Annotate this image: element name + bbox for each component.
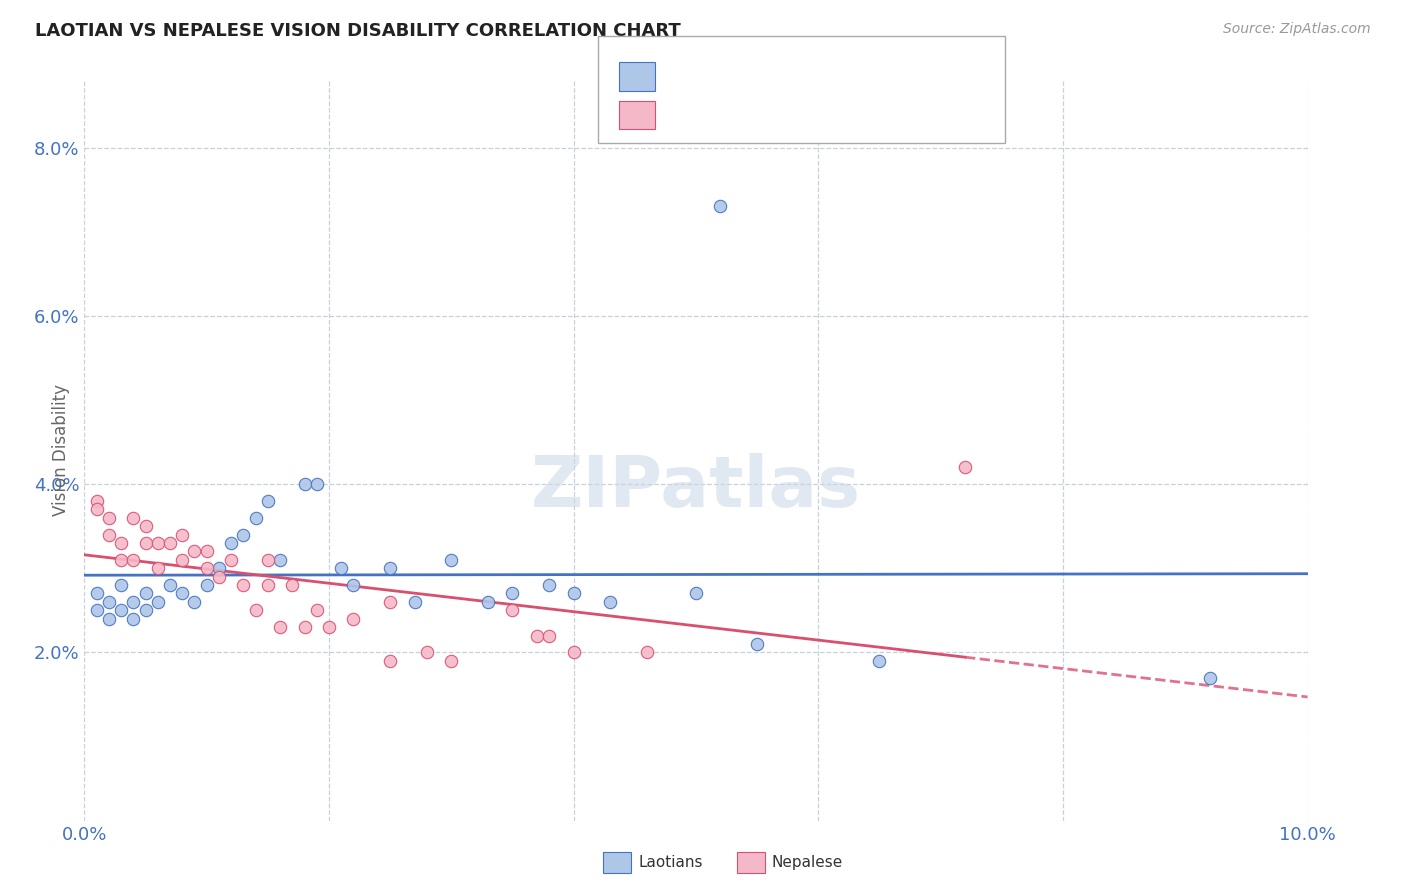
- Point: [294, 477, 316, 491]
- Point: [245, 603, 267, 617]
- Point: [232, 527, 254, 541]
- Point: [122, 553, 145, 567]
- Point: [440, 553, 463, 567]
- Point: [208, 569, 231, 583]
- Point: [146, 595, 169, 609]
- Point: [159, 578, 181, 592]
- Point: [135, 519, 157, 533]
- Point: [416, 645, 439, 659]
- Point: [380, 561, 402, 575]
- Text: 40: 40: [841, 104, 863, 122]
- Point: [122, 612, 145, 626]
- Text: N =: N =: [801, 104, 841, 122]
- Point: [342, 612, 364, 626]
- Point: [440, 654, 463, 668]
- Point: [110, 536, 132, 550]
- Y-axis label: Vision Disability: Vision Disability: [52, 384, 70, 516]
- Point: [135, 536, 157, 550]
- Point: [562, 586, 585, 600]
- Point: [709, 199, 731, 213]
- Point: [86, 603, 108, 617]
- Point: [380, 595, 402, 609]
- Point: [342, 578, 364, 592]
- Point: [172, 553, 194, 567]
- Point: [135, 603, 157, 617]
- Point: [195, 544, 218, 558]
- Point: [380, 654, 402, 668]
- Point: [305, 477, 328, 491]
- Point: [110, 603, 132, 617]
- Point: [110, 553, 132, 567]
- Text: 0.586: 0.586: [710, 104, 768, 122]
- Text: R =: R =: [664, 104, 703, 122]
- Point: [86, 502, 108, 516]
- Point: [281, 578, 304, 592]
- Point: [97, 612, 120, 626]
- Text: Laotians: Laotians: [638, 855, 703, 870]
- Point: [97, 510, 120, 524]
- Point: [159, 536, 181, 550]
- Point: [257, 578, 280, 592]
- Point: [110, 578, 132, 592]
- Point: [269, 553, 291, 567]
- Point: [183, 595, 205, 609]
- Point: [97, 595, 120, 609]
- Point: [562, 645, 585, 659]
- Point: [330, 561, 353, 575]
- Point: [599, 595, 621, 609]
- Point: [172, 527, 194, 541]
- Point: [97, 527, 120, 541]
- Point: [747, 637, 769, 651]
- Point: [208, 561, 231, 575]
- Point: [269, 620, 291, 634]
- Text: Source: ZipAtlas.com: Source: ZipAtlas.com: [1223, 22, 1371, 37]
- Point: [232, 578, 254, 592]
- Point: [404, 595, 426, 609]
- Point: [502, 586, 524, 600]
- Point: [294, 620, 316, 634]
- Point: [257, 494, 280, 508]
- Point: [195, 561, 218, 575]
- Point: [86, 586, 108, 600]
- Point: [538, 578, 561, 592]
- Point: [538, 628, 561, 642]
- Point: [146, 536, 169, 550]
- Point: [318, 620, 340, 634]
- Point: [195, 578, 218, 592]
- Point: [86, 494, 108, 508]
- Point: [146, 561, 169, 575]
- Point: [477, 595, 499, 609]
- Point: [636, 645, 658, 659]
- Point: [172, 586, 194, 600]
- Point: [1198, 671, 1220, 685]
- Text: N =: N =: [801, 65, 841, 83]
- Point: [869, 654, 891, 668]
- Point: [305, 603, 328, 617]
- Point: [122, 595, 145, 609]
- Point: [257, 553, 280, 567]
- Text: 38: 38: [841, 65, 863, 83]
- Text: LAOTIAN VS NEPALESE VISION DISABILITY CORRELATION CHART: LAOTIAN VS NEPALESE VISION DISABILITY CO…: [35, 22, 681, 40]
- Point: [502, 603, 524, 617]
- Point: [219, 536, 242, 550]
- Point: [135, 586, 157, 600]
- Point: [526, 628, 548, 642]
- Point: [953, 460, 976, 475]
- Text: -0.044: -0.044: [710, 65, 768, 83]
- Text: R =: R =: [664, 65, 703, 83]
- Point: [219, 553, 242, 567]
- Point: [685, 586, 707, 600]
- Point: [245, 510, 267, 524]
- Text: Nepalese: Nepalese: [772, 855, 844, 870]
- Text: ZIPatlas: ZIPatlas: [531, 453, 860, 522]
- Point: [122, 510, 145, 524]
- Point: [183, 544, 205, 558]
